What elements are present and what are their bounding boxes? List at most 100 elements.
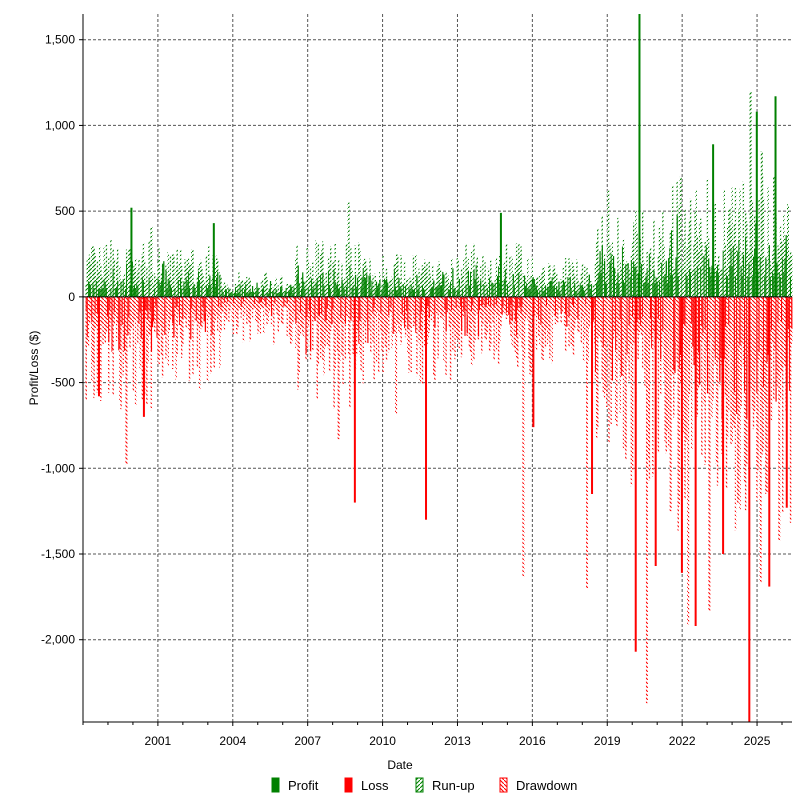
loss-bar (758, 296, 760, 353)
drawdown-bar (230, 296, 232, 306)
profit-bar (677, 276, 679, 297)
drawdown-bar (580, 296, 583, 344)
drawdown-bar (599, 296, 601, 338)
runup-bar (742, 181, 745, 297)
profit-bar (400, 288, 402, 297)
loss-bar (654, 296, 657, 566)
runup-bar (541, 272, 543, 297)
profit-bar (703, 255, 705, 297)
loss-bar (173, 296, 175, 338)
drawdown-bar (93, 296, 95, 399)
drawdown-bar (352, 296, 354, 354)
profit-bar (570, 287, 572, 297)
runup-bar (773, 176, 775, 297)
profit-bar (681, 268, 683, 297)
runup-bar (317, 243, 320, 297)
loss-bar (190, 296, 192, 340)
profit-bar (250, 292, 253, 297)
runup-bar (419, 276, 421, 297)
runup-bar (139, 282, 141, 297)
profit-bar (229, 293, 231, 297)
runup-bar (706, 179, 709, 297)
profit-bar (228, 288, 230, 297)
profit-bar (456, 290, 458, 297)
loss-bar (191, 296, 193, 309)
runup-bar (505, 243, 508, 297)
runup-bar (105, 244, 108, 297)
drawdown-bar (469, 296, 472, 352)
runup-bar (151, 272, 154, 297)
drawdown-bar (231, 296, 233, 322)
profit-bar (105, 287, 108, 297)
runup-bar (328, 263, 331, 297)
profit-bar (668, 258, 670, 297)
profit-bar (241, 288, 244, 297)
runup-bar (628, 267, 630, 297)
runup-bar (586, 267, 588, 297)
drawdown-bar (437, 296, 439, 359)
loss-bar (202, 296, 204, 307)
drawdown-bar (193, 296, 195, 315)
drawdown-bar (130, 296, 132, 329)
runup-bar (478, 282, 481, 297)
runup-bar (201, 268, 203, 297)
drawdown-bar (310, 296, 313, 319)
profit-bar (605, 283, 607, 297)
runup-bar (671, 184, 674, 297)
runup-bar (698, 224, 701, 297)
drawdown-bar (282, 296, 284, 325)
runup-bar (620, 268, 623, 297)
drawdown-bar (587, 296, 589, 361)
drawdown-bar (455, 296, 457, 339)
drawdown-bar (242, 296, 245, 343)
loss-bar (426, 296, 428, 307)
profit-bar (740, 266, 742, 297)
runup-bar (143, 260, 146, 297)
profit-bar (580, 285, 583, 297)
runup-bar (321, 250, 323, 297)
profit-bar (312, 288, 314, 297)
profit-bar (157, 278, 159, 297)
drawdown-bar (424, 296, 426, 347)
runup-bar (542, 266, 544, 297)
profit-bar (322, 273, 324, 297)
loss-bar (264, 296, 266, 302)
drawdown-bar (136, 296, 138, 321)
runup-bar (723, 189, 725, 297)
runup-bar (280, 275, 283, 297)
profit-bar (199, 280, 201, 297)
drawdown-bar (334, 296, 336, 371)
loss-bar (142, 296, 145, 417)
drawdown-bar (391, 296, 393, 349)
profit-bar (504, 269, 507, 297)
runup-bar (460, 267, 463, 297)
drawdown-bar (103, 296, 105, 338)
drawdown-bar (205, 296, 208, 315)
runup-bar (731, 187, 733, 297)
profit-bar (278, 293, 281, 297)
runup-bar (791, 254, 793, 297)
runup-bar (116, 249, 119, 297)
y-tick-label: -1,500 (41, 547, 75, 561)
loss-bar (461, 296, 463, 332)
drawdown-bar (614, 296, 617, 422)
drawdown-bar (114, 296, 117, 318)
loss-bar (444, 296, 446, 310)
profit-bar (354, 274, 357, 297)
drawdown-bar (529, 296, 531, 375)
profit-bar (251, 285, 254, 297)
profit-bar (448, 289, 451, 297)
profit-bar (304, 288, 306, 297)
profit-bar (735, 277, 737, 297)
profit-bar (564, 282, 566, 297)
drawdown-bar (146, 296, 148, 405)
runup-bar (337, 259, 340, 297)
loss-bar (227, 296, 229, 302)
drawdown-bar (249, 296, 251, 342)
drawdown-bar (644, 296, 646, 386)
loss-bar (577, 296, 579, 320)
profit-bar (727, 276, 729, 297)
drawdown-bar (332, 296, 334, 322)
drawdown-bar (545, 296, 548, 329)
loss-bar (445, 296, 447, 332)
